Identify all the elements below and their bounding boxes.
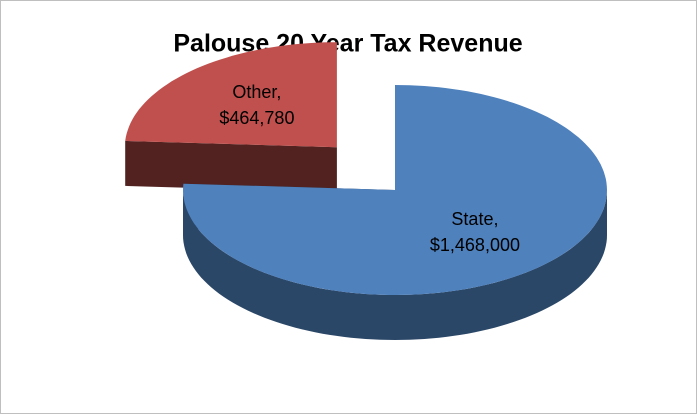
data-label-category: State,	[451, 209, 498, 229]
slice	[183, 85, 607, 340]
slice-wall	[183, 190, 607, 340]
data-label-value: $1,468,000	[430, 235, 520, 255]
slice-top	[125, 42, 337, 148]
data-labels: Other, $464,780 State, $1,468,000	[219, 82, 520, 255]
pie	[125, 42, 607, 340]
data-label-category: Other,	[232, 82, 281, 102]
chart-title: Palouse 20 Year Tax Revenue	[173, 30, 522, 58]
data-label-value: $464,780	[219, 108, 294, 128]
slice	[125, 42, 337, 193]
slice-top	[183, 85, 607, 295]
slice-side	[125, 140, 337, 193]
